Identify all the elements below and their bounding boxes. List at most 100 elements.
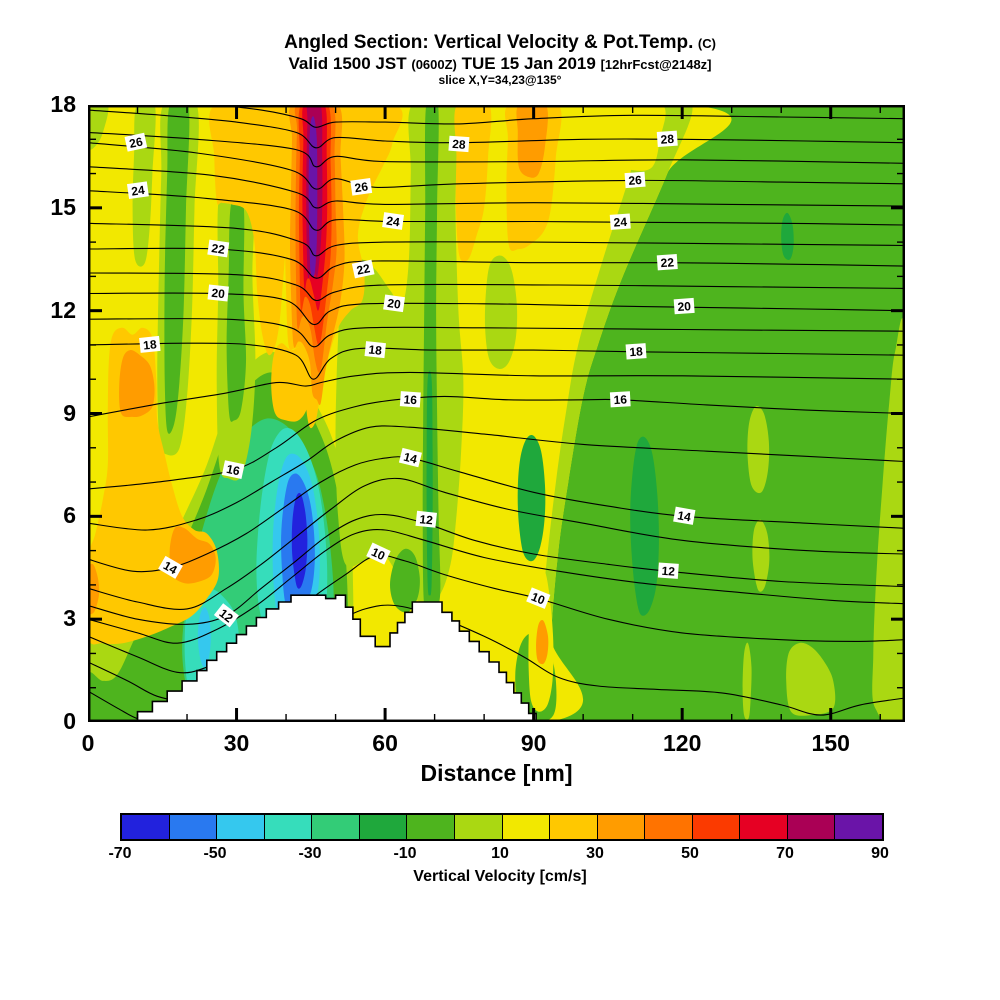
contour-line	[88, 131, 905, 168]
contour-label-box	[673, 297, 695, 315]
contour-label: 12	[657, 562, 679, 579]
contour-label-box	[673, 506, 696, 525]
chart-title: Angled Section: Vertical Velocity & Pot.…	[0, 32, 1000, 54]
contour-label: 10	[366, 542, 391, 565]
colorbar-tick-label: -70	[108, 845, 132, 862]
contour-label-box	[139, 335, 161, 353]
contour-label-box	[415, 510, 437, 528]
contour-label-text: 14	[402, 450, 419, 467]
contour-label-box	[609, 391, 631, 408]
fill-region	[271, 343, 309, 422]
fill-region	[164, 105, 190, 434]
contour-label-box	[364, 341, 386, 359]
contour-label: 28	[656, 130, 678, 147]
colorbar-segment	[787, 815, 836, 839]
contour-label-box	[656, 130, 678, 147]
contour-label: 28	[448, 135, 470, 153]
contour-label-box	[526, 587, 551, 609]
colorbar-segment	[312, 815, 360, 839]
contour-label-text: 20	[211, 286, 226, 301]
contour-label-box	[656, 254, 678, 271]
colorbar-segment	[407, 815, 455, 839]
contour-label: 14	[158, 555, 183, 579]
contour-label-text: 14	[676, 508, 692, 524]
colorbar-tick-label: 50	[681, 845, 699, 862]
contour-label: 18	[139, 335, 161, 353]
contour-line	[88, 109, 905, 149]
colorbar-tick-label: 10	[491, 845, 509, 862]
contour-label: 18	[625, 343, 647, 360]
colorbar-tick-label: 70	[776, 845, 794, 862]
contour-label-box	[207, 239, 230, 258]
valid-date: TUE 15 Jan 2019	[461, 53, 596, 73]
contour-label: 24	[126, 181, 149, 200]
contour-label-box	[207, 284, 229, 302]
contour-label: 12	[213, 603, 239, 628]
contour-label-box	[382, 212, 405, 230]
contour-label: 26	[350, 177, 373, 196]
fill-region	[88, 105, 109, 150]
chart-subtitle: Valid 1500 JST (0600Z) TUE 15 Jan 2019 […	[0, 53, 1000, 74]
fill-region	[752, 519, 770, 592]
contour-label-box	[351, 259, 375, 279]
valid-utc: (0600Z)	[411, 56, 457, 72]
fill-region	[536, 620, 549, 665]
fill-region	[517, 434, 546, 562]
contour-label-text: 20	[386, 296, 401, 312]
contour-label-box	[221, 460, 245, 480]
contour-line	[88, 425, 905, 531]
contour-label: 20	[673, 297, 695, 315]
contour-label-text: 24	[385, 214, 400, 230]
x-tick-label: 30	[223, 730, 250, 756]
contour-label-box	[158, 555, 183, 579]
contour-label-box	[366, 542, 391, 565]
contour-label: 16	[221, 460, 245, 480]
contour-label: 24	[609, 213, 631, 230]
plot-body: 26 24 22 20 18 16 14 12 28 26 24 22 20 18 16 14 12 10 28 26…	[88, 105, 905, 722]
contour-label-text: 26	[128, 134, 144, 151]
fill-region	[169, 526, 216, 584]
contour-label-text: 18	[368, 342, 383, 357]
plot-frame	[88, 105, 905, 722]
contour-label-text: 28	[452, 137, 467, 152]
fill-region	[484, 255, 518, 369]
contour-line	[88, 272, 905, 302]
x-tick-label: 60	[372, 730, 398, 756]
contour-line	[88, 222, 905, 257]
contour-line	[88, 529, 905, 644]
contour-label-text: 16	[613, 392, 627, 407]
fill-region	[308, 116, 318, 278]
contour-label-text: 10	[369, 545, 387, 563]
colorbar-segment	[454, 815, 503, 839]
contour-label-box	[383, 294, 406, 313]
x-tick-label: 150	[811, 730, 850, 756]
contour-label-text: 10	[529, 590, 547, 608]
colorbar-tick-label: 90	[871, 845, 889, 862]
contour-label-text: 24	[130, 183, 145, 199]
contour-label-text: 16	[403, 392, 418, 407]
contour-line	[88, 142, 905, 190]
colorbar-title: Vertical Velocity [cm/s]	[413, 868, 587, 885]
contour-label-box	[398, 447, 422, 468]
y-tick-label: 9	[63, 399, 76, 426]
slice-info: slice X,Y=34,23@135°	[438, 72, 562, 87]
contour-line	[88, 371, 905, 418]
contour-label-box	[609, 213, 631, 230]
colorbar-segment	[502, 815, 551, 839]
contour-line	[88, 342, 905, 380]
x-axis-title: Distance [nm]	[420, 760, 573, 786]
cross-section-plot: 26 24 22 20 18 16 14 12 28 26 24 22 20 18 16 14 12 10 28 26…	[88, 105, 905, 722]
fill-region	[426, 370, 433, 596]
colorbar-tick-label: -10	[393, 845, 417, 862]
fill-region	[516, 105, 548, 178]
contour-label: 16	[609, 391, 631, 408]
contour-label-box	[399, 391, 421, 408]
contour-label-text: 12	[419, 512, 434, 527]
colorbar-segment	[740, 815, 788, 839]
contour-label-box	[126, 181, 149, 200]
contour-line	[88, 166, 905, 209]
contour-label-text: 22	[355, 261, 371, 278]
contour-label-text: 14	[161, 558, 180, 577]
contour-label-text: 26	[354, 179, 369, 195]
contour-label-box	[124, 132, 148, 152]
